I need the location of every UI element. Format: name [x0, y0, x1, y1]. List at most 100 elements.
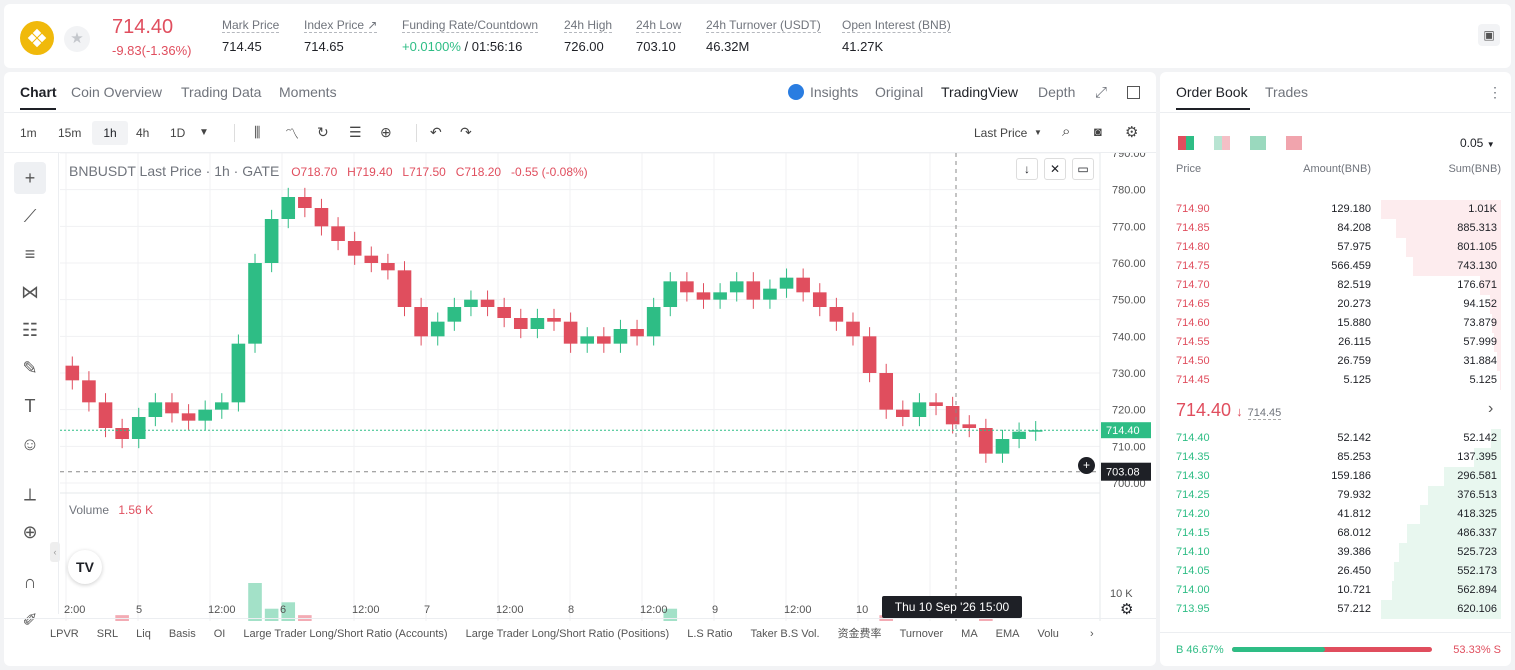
add-indicator-icon[interactable]: ⊕ — [380, 124, 392, 140]
bid-row[interactable]: 714.25 79.932 376.513 — [1160, 486, 1511, 505]
indicator-0[interactable]: LPVR — [50, 628, 79, 640]
indicator-4[interactable]: OI — [213, 628, 226, 640]
ask-row[interactable]: 714.65 20.273 94.152 — [1160, 295, 1511, 314]
bid-row[interactable]: 714.20 41.812 418.325 — [1160, 505, 1511, 524]
ask-row[interactable]: 714.55 26.115 57.999 — [1160, 333, 1511, 352]
view-mixed-icon[interactable] — [1214, 136, 1230, 150]
tab-insights[interactable]: Insights — [810, 84, 859, 100]
ask-row[interactable]: 714.45 5.125 5.125 — [1160, 371, 1511, 390]
view-bids-icon[interactable] — [1250, 136, 1266, 150]
chevron-down-icon[interactable]: ▼ — [199, 127, 209, 138]
chevron-right-icon[interactable]: › — [1090, 628, 1094, 640]
tab-chart[interactable]: Chart — [20, 84, 57, 100]
indicator-13[interactable]: Volu — [1037, 628, 1059, 640]
pattern-icon[interactable]: ⋈ — [21, 282, 39, 302]
bid-row[interactable]: 714.05 26.450 552.173 — [1160, 562, 1511, 581]
interval-1m[interactable]: 1m — [20, 126, 37, 140]
chart-settings-icon[interactable]: ⚙ — [1120, 601, 1134, 618]
tab-tradingview[interactable]: TradingView — [941, 84, 1019, 100]
indicator-3[interactable]: Basis — [168, 628, 196, 640]
view-both-icon[interactable] — [1178, 136, 1194, 150]
indicator-5[interactable]: Large Trader Long/Short Ratio (Accounts) — [243, 628, 448, 640]
indicator-8[interactable]: Taker B.S Vol. — [750, 628, 820, 640]
indicator-11[interactable]: MA — [961, 628, 978, 640]
ask-row[interactable]: 714.90 129.180 1.01K — [1160, 200, 1511, 219]
expand-icon[interactable]: ⤢ — [1095, 84, 1108, 101]
magnet-icon[interactable]: ∩ — [23, 572, 37, 592]
tab-trades[interactable]: Trades — [1265, 84, 1309, 100]
maximize-icon[interactable]: ▭ — [1072, 158, 1094, 180]
view-asks-icon[interactable] — [1286, 136, 1302, 150]
bid-row[interactable]: 714.15 68.012 486.337 — [1160, 524, 1511, 543]
notes-icon[interactable]: ▣ — [1478, 24, 1500, 46]
gear-icon[interactable]: ⚙ — [1125, 124, 1139, 141]
price-chart[interactable]: 790.00 780.00 770.00 760.00 750.00 740.00 730.… — [60, 153, 1156, 621]
ask-row[interactable]: 714.60 15.880 73.879 — [1160, 314, 1511, 333]
redo-icon[interactable]: ↷ — [460, 124, 472, 140]
mid-price[interactable]: 714.40 ↓ 714.45 — [1176, 400, 1282, 421]
add-alert-icon[interactable]: + — [1078, 457, 1095, 474]
chart-panel: Chart Coin Overview Trading Data Moments… — [4, 72, 1156, 666]
tab-coin-overview[interactable]: Coin Overview — [71, 84, 163, 100]
collapse-toolbar-icon[interactable]: ‹ — [50, 542, 60, 562]
bid-row[interactable]: 714.35 85.253 137.395 — [1160, 448, 1511, 467]
interval-15m[interactable]: 15m — [58, 126, 82, 140]
text-tool-icon[interactable]: T — [24, 396, 36, 416]
more-icon[interactable]: ⋮ — [1488, 84, 1502, 100]
zoom-in-icon[interactable]: ⊕ — [22, 522, 38, 542]
parallel-lines-icon[interactable]: ≡ — [24, 244, 36, 264]
ask-row[interactable]: 714.70 82.519 176.671 — [1160, 276, 1511, 295]
refresh-icon[interactable]: ↻ — [317, 124, 329, 140]
pencil-icon[interactable]: ✐ — [22, 610, 38, 630]
chevron-right-icon[interactable]: › — [1488, 400, 1494, 417]
arrow-down-icon[interactable]: ↓ — [1016, 158, 1038, 180]
mark-price-stat[interactable]: Mark Price 714.45 — [222, 18, 280, 54]
tab-order-book[interactable]: Order Book — [1176, 84, 1248, 100]
fib-icon[interactable]: ☷ — [21, 320, 39, 340]
bid-row[interactable]: 714.40 52.142 52.142 — [1160, 429, 1511, 448]
ask-row[interactable]: 714.80 57.975 801.105 — [1160, 238, 1511, 257]
interval-1h[interactable]: 1h — [92, 121, 128, 145]
bid-row[interactable]: 714.10 39.386 525.723 — [1160, 543, 1511, 562]
undo-icon[interactable]: ↶ — [430, 124, 442, 140]
tab-moments[interactable]: Moments — [279, 84, 337, 100]
crosshair-icon[interactable]: + — [14, 162, 46, 194]
indicator-2[interactable]: Liq — [136, 628, 151, 640]
indicator-6[interactable]: Large Trader Long/Short Ratio (Positions… — [465, 628, 670, 640]
camera-icon[interactable]: ◙ — [1094, 124, 1102, 139]
tradingview-logo[interactable]: TV — [68, 550, 102, 584]
template-icon[interactable]: ☰ — [349, 124, 362, 140]
fullscreen-icon[interactable] — [1127, 86, 1140, 99]
search-icon[interactable]: ⌕ — [1062, 123, 1071, 140]
open-interest-stat[interactable]: Open Interest (BNB) 41.27K — [842, 18, 951, 54]
ruler-icon[interactable]: ⟂ — [23, 484, 36, 504]
indicator-10[interactable]: Turnover — [899, 628, 944, 640]
tab-depth[interactable]: Depth — [1038, 84, 1076, 100]
index-price-stat[interactable]: Index Price ↗ 714.65 — [304, 18, 378, 54]
indicator-1[interactable]: SRL — [96, 628, 119, 640]
emoji-icon[interactable]: ☺ — [20, 434, 40, 454]
trend-line-icon[interactable]: ⟋ — [23, 206, 37, 226]
bid-row[interactable]: 713.95 57.212 620.106 — [1160, 600, 1511, 619]
funding-rate-stat[interactable]: Funding Rate/Countdown +0.0100% / 01:56:1… — [402, 18, 539, 54]
caret-down-icon[interactable]: ▼ — [1034, 128, 1042, 137]
interval-4h[interactable]: 4h — [136, 126, 150, 140]
indicators-icon[interactable]: 〽 — [285, 126, 299, 142]
ask-row[interactable]: 714.50 26.759 31.884 — [1160, 352, 1511, 371]
favorite-star-icon[interactable]: ★ — [64, 26, 90, 52]
tab-original[interactable]: Original — [875, 84, 924, 100]
precision-select[interactable]: 0.05 ▼ — [1460, 136, 1495, 150]
bid-row[interactable]: 714.30 159.186 296.581 — [1160, 467, 1511, 486]
bid-row[interactable]: 714.00 10.721 562.894 — [1160, 581, 1511, 600]
interval-1d[interactable]: 1D — [170, 126, 186, 140]
brush-icon[interactable]: ✎ — [22, 358, 38, 378]
price-source-select[interactable]: Last Price — [974, 126, 1028, 140]
collapse-icon[interactable]: ✕ — [1044, 158, 1066, 180]
tab-trading-data[interactable]: Trading Data — [181, 84, 262, 100]
ask-row[interactable]: 714.85 84.208 885.313 — [1160, 219, 1511, 238]
indicator-9[interactable]: 资金费率 — [837, 628, 882, 640]
indicator-12[interactable]: EMA — [995, 628, 1020, 640]
candle-type-icon[interactable]: ⫼ — [254, 124, 261, 140]
indicator-7[interactable]: L.S Ratio — [687, 628, 733, 640]
ask-row[interactable]: 714.75 566.459 743.130 — [1160, 257, 1511, 276]
